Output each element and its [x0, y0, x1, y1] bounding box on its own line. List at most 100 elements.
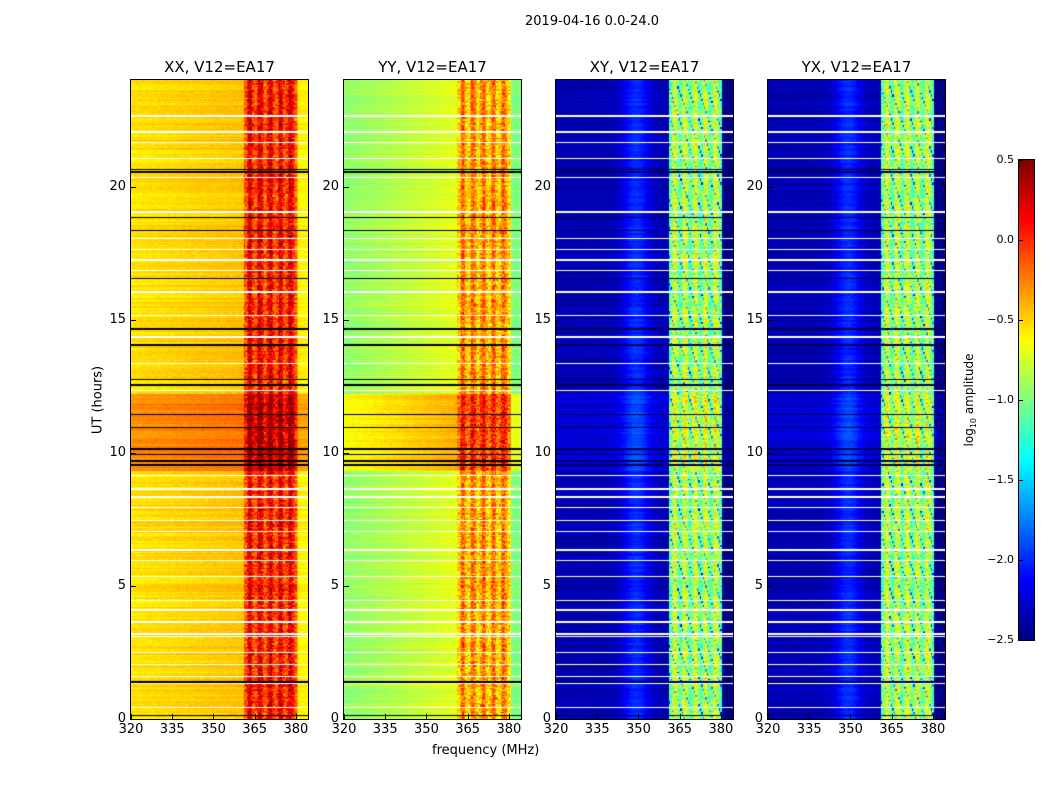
- colorbar-tick-mark: [1019, 160, 1023, 161]
- y-tick-mark: [131, 186, 136, 188]
- panel-title-3: XY, V12=EA17: [589, 58, 700, 76]
- y-tick-mark: [556, 319, 561, 321]
- colorbar-tick-label: −1.0: [987, 393, 1014, 406]
- y-tick-mark: [344, 319, 349, 321]
- y-tick-label: 10: [109, 444, 126, 460]
- x-tick-label: 350: [414, 722, 439, 737]
- colorbar-tick-mark: [1019, 240, 1023, 241]
- x-tick-label: 365: [879, 722, 905, 737]
- colorbar-tick-mark: [1019, 320, 1023, 321]
- x-tick-mark: [295, 714, 297, 719]
- y-tick-mark: [131, 585, 136, 587]
- y-tick-mark: [768, 585, 773, 587]
- figure-suptitle: 2019-04-16 0.0-24.0: [525, 14, 659, 29]
- x-tick-label: 380: [920, 722, 946, 737]
- colorbar-tick-label: −0.5: [987, 313, 1014, 326]
- y-tick-label: 15: [534, 311, 551, 327]
- y-tick-mark: [556, 452, 561, 454]
- x-tick-label: 350: [838, 722, 863, 737]
- y-tick-label: 15: [109, 311, 126, 327]
- y-tick-mark: [131, 319, 136, 321]
- x-tick-label: 365: [455, 722, 481, 737]
- y-tick-mark: [344, 452, 349, 454]
- colorbar-tick-label: −2.0: [987, 553, 1014, 566]
- x-tick-mark: [344, 714, 345, 719]
- y-tick-mark: [131, 719, 136, 720]
- panel-title-2: YY, V12=EA17: [378, 58, 487, 76]
- y-tick-label: 5: [330, 577, 339, 593]
- x-tick-label: 380: [708, 722, 734, 737]
- x-tick-mark: [679, 714, 681, 719]
- x-axis-label: frequency (MHz): [432, 743, 540, 758]
- heatmap-4: [768, 80, 945, 719]
- x-tick-mark: [131, 714, 132, 719]
- x-tick-mark: [556, 714, 557, 719]
- y-tick-mark: [556, 186, 561, 188]
- x-tick-mark: [254, 714, 256, 719]
- x-tick-mark: [932, 714, 934, 719]
- heatmap-1: [131, 80, 308, 719]
- y-tick-label: 5: [542, 577, 551, 593]
- y-tick-label: 5: [117, 577, 126, 593]
- y-tick-label: 5: [754, 577, 763, 593]
- y-tick-label: 0: [542, 711, 551, 726]
- y-tick-label: 20: [109, 178, 126, 194]
- colorbar: [1019, 160, 1034, 640]
- x-tick-label: 320: [118, 722, 144, 737]
- y-tick-mark: [344, 719, 349, 720]
- x-tick-label: 320: [755, 722, 781, 737]
- y-tick-mark: [768, 186, 773, 188]
- y-tick-mark: [556, 719, 561, 720]
- x-tick-label: 320: [331, 722, 357, 737]
- colorbar-label: log10 amplitude: [961, 353, 979, 447]
- x-tick-mark: [213, 714, 215, 719]
- x-tick-mark: [638, 714, 640, 719]
- y-tick-mark: [556, 585, 561, 587]
- x-tick-label: 335: [372, 722, 398, 737]
- y-tick-label: 0: [330, 711, 339, 726]
- x-tick-mark: [809, 714, 811, 719]
- x-tick-label: 335: [159, 722, 185, 737]
- panel-title-1: XX, V12=EA17: [164, 58, 275, 76]
- colorbar-tick-label: 0.0: [996, 233, 1015, 246]
- y-tick-label: 20: [534, 178, 551, 194]
- colorbar-tick-mark: [1019, 480, 1023, 481]
- x-tick-mark: [720, 714, 722, 719]
- x-tick-label: 365: [667, 722, 693, 737]
- heatmap-2: [344, 80, 521, 719]
- colorbar-tick-label: −2.5: [987, 633, 1014, 646]
- y-tick-label: 10: [534, 444, 551, 460]
- x-tick-label: 350: [626, 722, 651, 737]
- x-tick-label: 350: [201, 722, 226, 737]
- y-tick-mark: [344, 186, 349, 188]
- y-tick-label: 20: [746, 178, 763, 194]
- x-tick-mark: [467, 714, 469, 719]
- y-tick-label: 10: [322, 444, 339, 460]
- x-tick-mark: [426, 714, 428, 719]
- y-tick-label: 15: [746, 311, 763, 327]
- x-tick-label: 365: [242, 722, 268, 737]
- x-tick-mark: [508, 714, 510, 719]
- x-tick-label: 320: [543, 722, 569, 737]
- y-tick-label: 0: [117, 711, 126, 726]
- y-tick-mark: [768, 719, 773, 720]
- x-tick-label: 335: [796, 722, 822, 737]
- x-tick-label: 380: [283, 722, 309, 737]
- x-tick-mark: [597, 714, 599, 719]
- heatmap-3: [556, 80, 733, 719]
- colorbar-tick-mark: [1019, 640, 1023, 641]
- panel-title-4: YX, V12=EA17: [801, 58, 912, 76]
- colorbar-tick-label: −1.5: [987, 473, 1014, 486]
- y-axis-label: UT (hours): [90, 365, 106, 435]
- x-tick-mark: [891, 714, 893, 719]
- colorbar-tick-mark: [1019, 560, 1023, 561]
- y-tick-label: 20: [322, 178, 339, 194]
- y-tick-label: 15: [322, 311, 339, 327]
- y-tick-label: 10: [746, 444, 763, 460]
- x-tick-label: 380: [496, 722, 522, 737]
- y-tick-mark: [344, 585, 349, 587]
- y-tick-mark: [131, 452, 136, 454]
- colorbar-tick-mark: [1019, 400, 1023, 401]
- x-tick-mark: [850, 714, 852, 719]
